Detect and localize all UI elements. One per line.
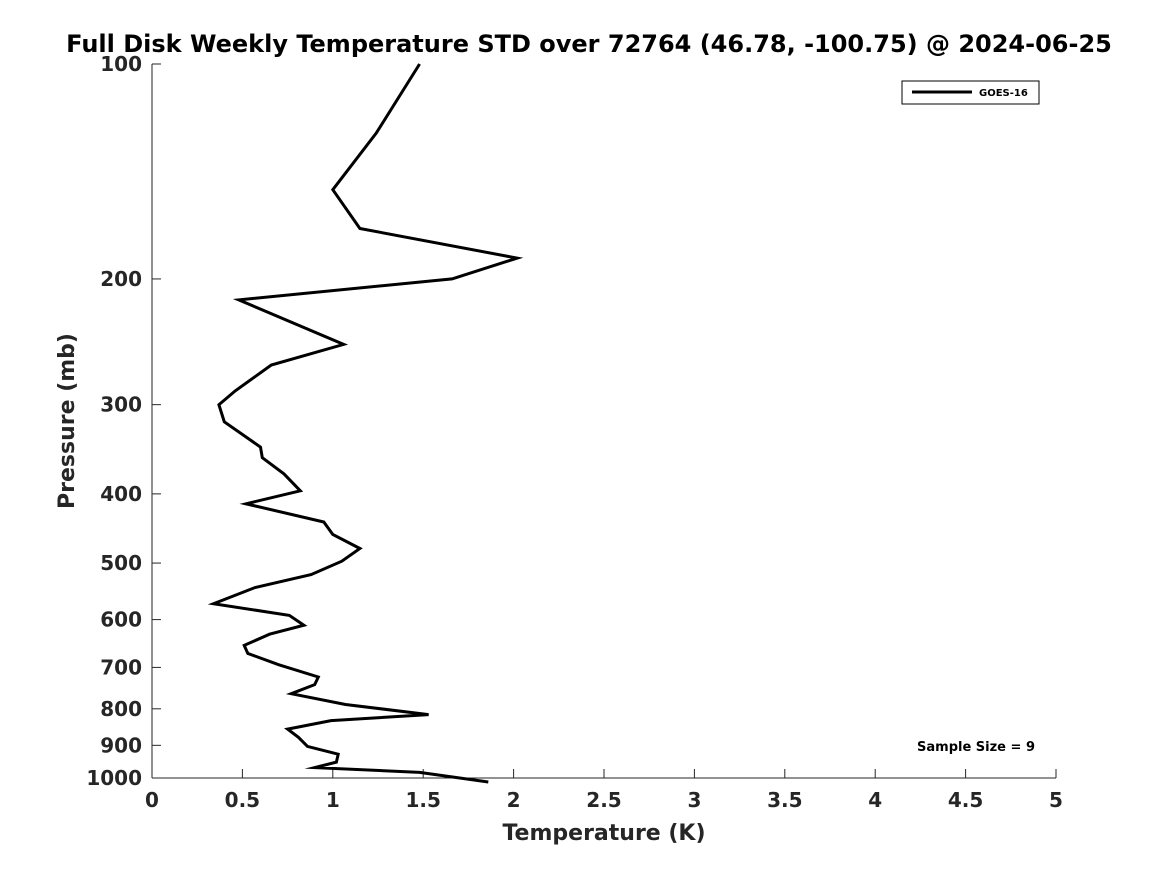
y-tick-label-7: 800 (100, 697, 142, 721)
x-tick-label-3: 1.5 (405, 788, 440, 812)
legend-label: GOES-16 (979, 88, 1028, 99)
y-tick-label-5: 600 (100, 608, 142, 632)
x-axis-label: Temperature (K) (502, 821, 705, 846)
y-tick-label-0: 100 (100, 52, 142, 76)
x-tick-label-9: 4.5 (948, 788, 983, 812)
y-tick-label-6: 700 (100, 655, 142, 679)
y-tick-label-1: 200 (100, 267, 142, 291)
chart-title: Full Disk Weekly Temperature STD over 72… (66, 30, 1112, 58)
x-tick-label-6: 3 (687, 788, 701, 812)
sample-size-annotation: Sample Size = 9 (917, 740, 1035, 755)
axes: 0 0.5 1 1.5 2 2.5 3 3.5 4 4.5 5 100 200 300 400 500 600 7… (86, 52, 1063, 812)
y-tick-label-8: 900 (100, 733, 142, 757)
x-tick-label-0: 0 (145, 788, 159, 812)
y-tick-label-9: 1000 (86, 766, 142, 790)
y-axis-label: Pressure (mb) (55, 333, 80, 509)
legend: GOES-16 (901, 80, 1040, 105)
x-tick-label-1: 0.5 (225, 788, 260, 812)
x-tick-label-4: 2 (507, 788, 521, 812)
y-tick-label-2: 300 (100, 393, 142, 417)
series-line-0 (207, 63, 524, 784)
series-layer (207, 63, 524, 784)
x-tick-label-7: 3.5 (767, 788, 802, 812)
x-tick-label-5: 2.5 (586, 788, 621, 812)
y-tick-label-4: 500 (100, 551, 142, 575)
x-tick-label-2: 1 (326, 788, 340, 812)
y-tick-label-3: 400 (100, 482, 142, 506)
x-tick-label-10: 5 (1049, 788, 1063, 812)
x-tick-label-8: 4 (868, 788, 882, 812)
